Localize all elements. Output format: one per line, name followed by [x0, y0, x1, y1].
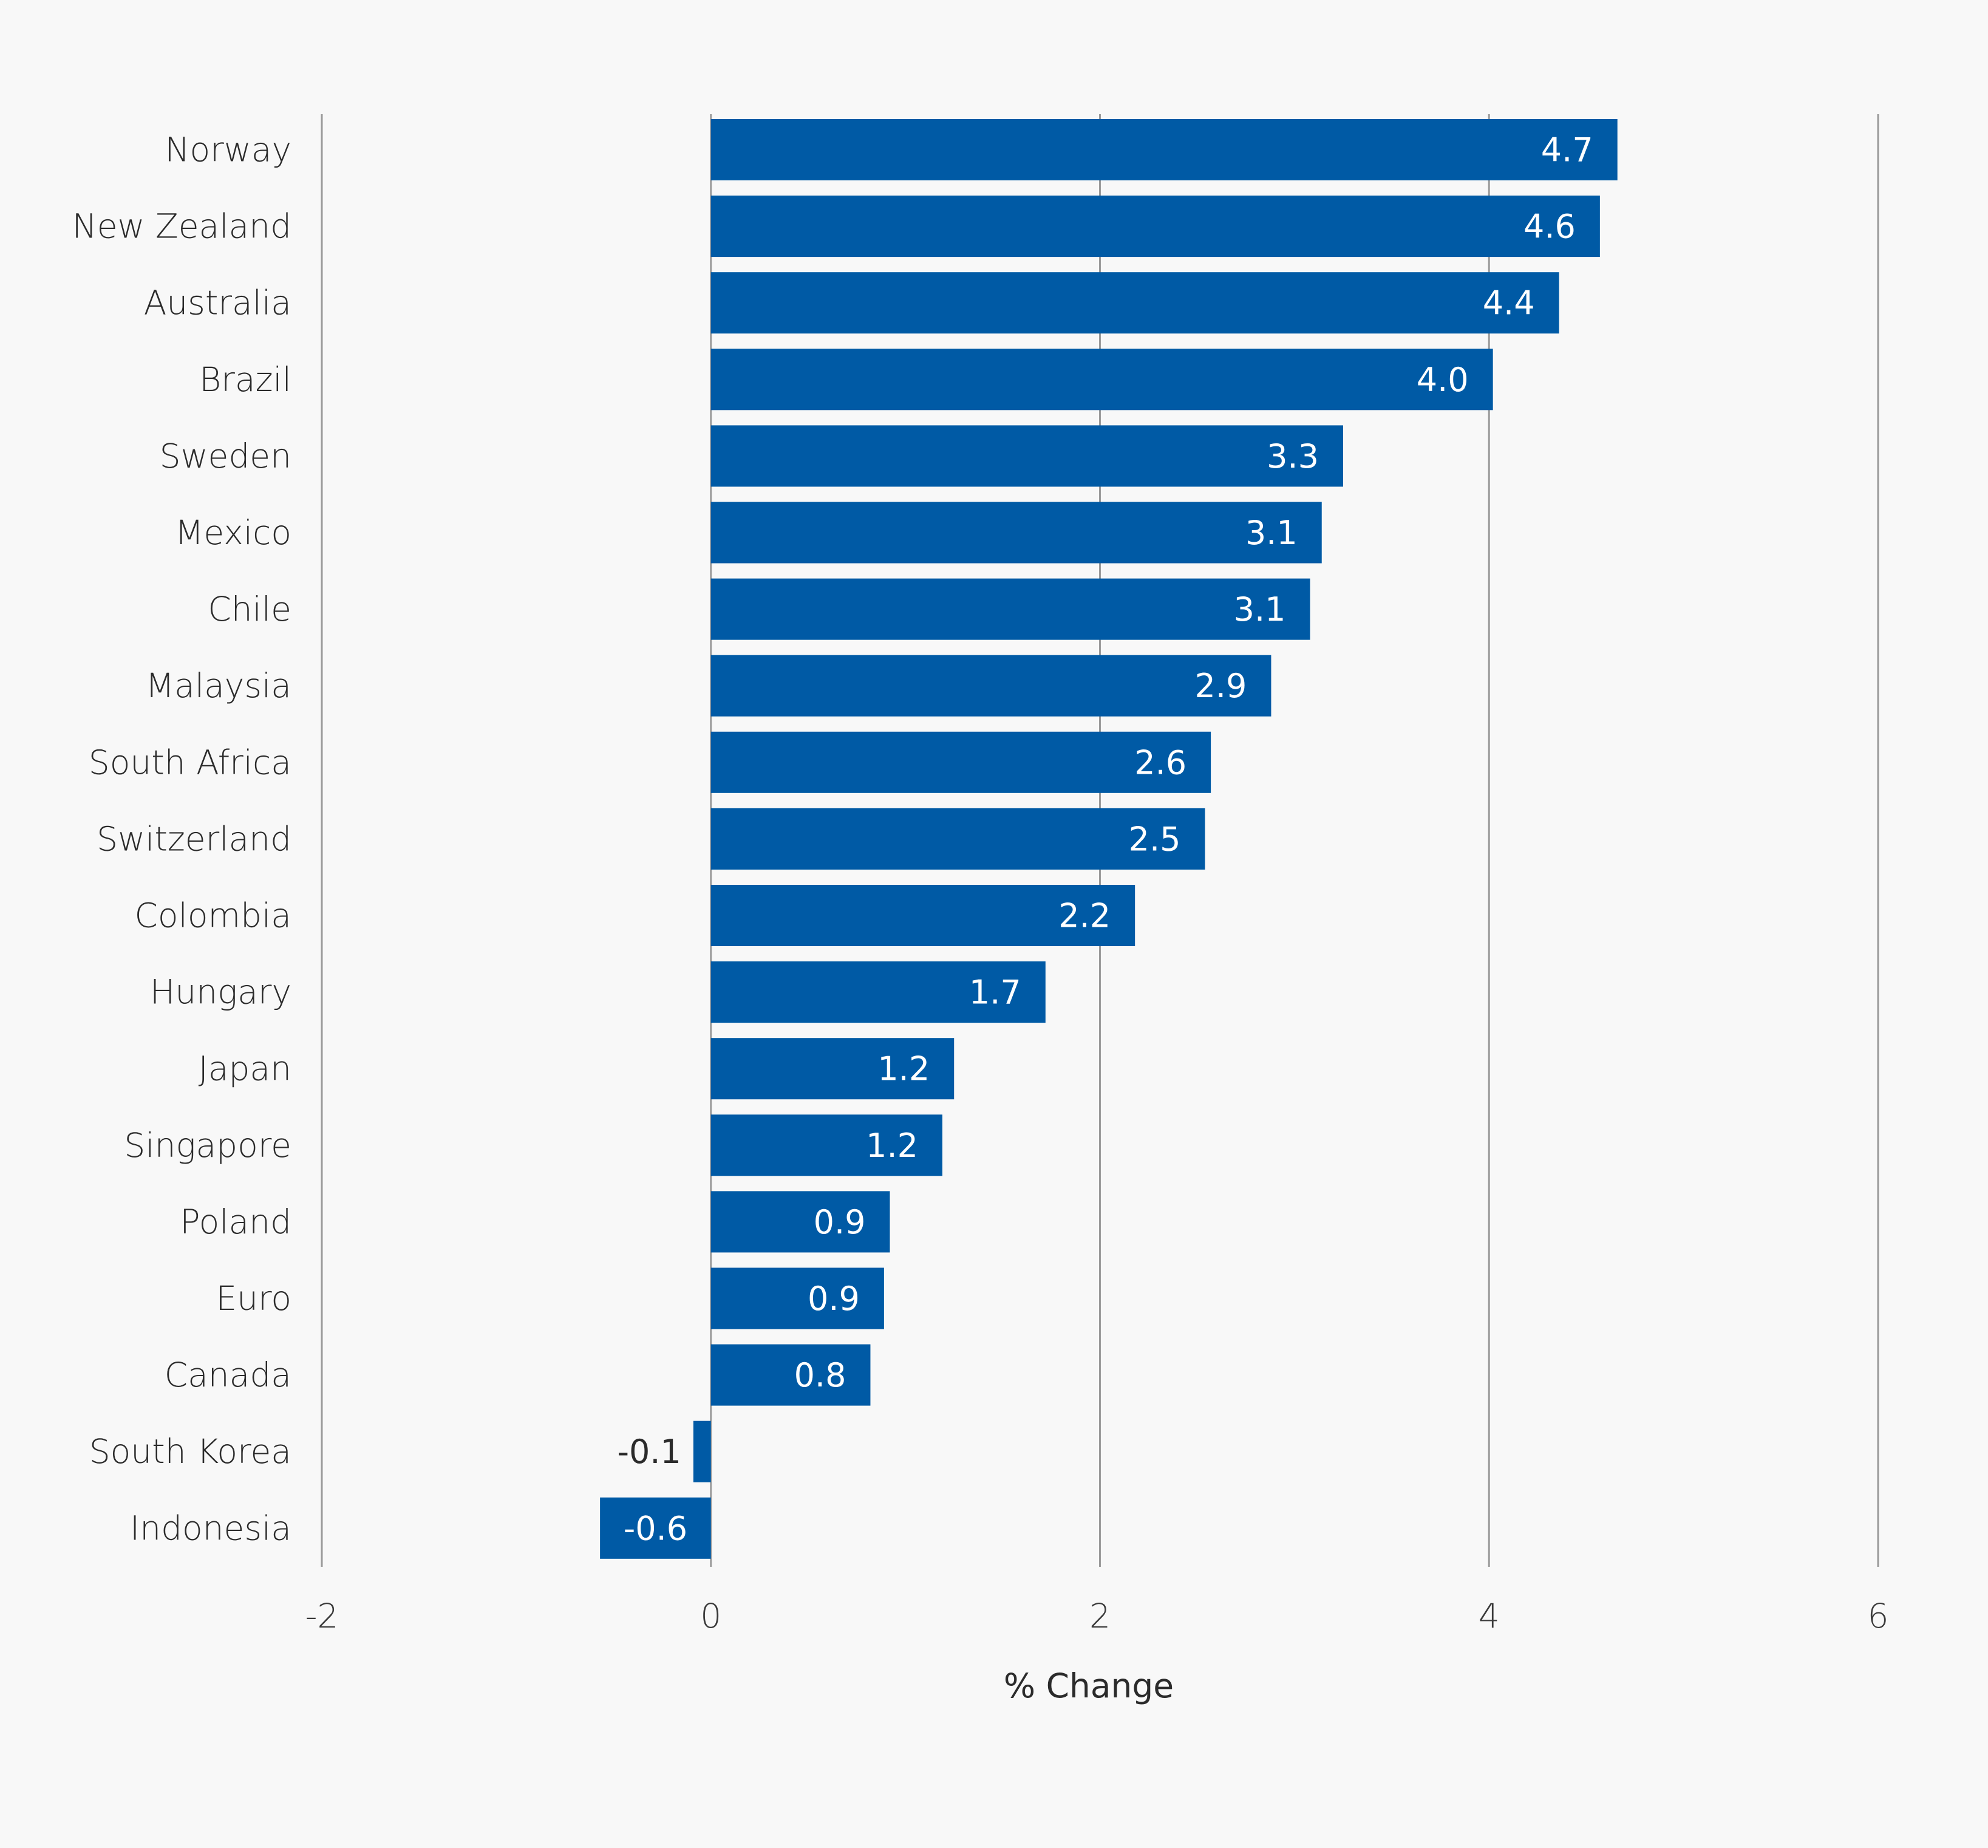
category-label: New Zealand [72, 207, 291, 246]
category-label: Japan [199, 1049, 291, 1088]
value-label: 4.7 [1541, 131, 1593, 169]
value-label: 3.1 [1234, 590, 1286, 629]
value-label: 3.1 [1245, 514, 1298, 552]
bar [710, 578, 1310, 640]
category-label: Indonesia [130, 1509, 291, 1547]
value-label: 0.9 [814, 1203, 866, 1241]
bar [710, 655, 1271, 717]
value-label: 0.8 [794, 1356, 846, 1394]
bar [710, 196, 1600, 257]
bar [710, 425, 1343, 487]
category-label: Colombia [135, 896, 291, 935]
category-label: Sweden [160, 437, 291, 476]
value-label: 4.4 [1483, 284, 1535, 322]
category-label: Chile [208, 590, 291, 629]
value-label: 0.9 [808, 1280, 860, 1318]
bar [600, 1497, 711, 1559]
value-label: 1.7 [969, 973, 1021, 1012]
bar [710, 349, 1493, 411]
category-label: South Korea [89, 1432, 291, 1471]
x-tick-label: 6 [1868, 1597, 1889, 1635]
category-label: Australia [144, 284, 291, 322]
bar [693, 1420, 711, 1482]
x-tick-label: 2 [1089, 1597, 1111, 1635]
value-label: 1.2 [877, 1050, 930, 1088]
bar [710, 808, 1205, 870]
bar [710, 1344, 871, 1406]
category-label: Norway [165, 131, 291, 169]
category-label: Malaysia [146, 666, 291, 705]
category-label: Hungary [150, 973, 291, 1012]
bar [710, 502, 1322, 564]
bar [710, 1114, 942, 1176]
bars [600, 119, 1618, 1559]
value-labels: 4.7 4.6 4.4 4.0 3.3 3.1 3.1 2.92.6 2.5 2.2 1.7 1.2 1… [618, 131, 1593, 1548]
x-tick-label: 4 [1479, 1597, 1500, 1635]
bar [710, 1267, 884, 1329]
value-label: -0.1 [618, 1433, 681, 1471]
bar [710, 1038, 955, 1100]
value-label: -0.6 [624, 1509, 687, 1547]
category-label: Mexico [175, 513, 291, 552]
x-axis-title: % Change [1004, 1666, 1174, 1705]
value-label: 3.3 [1267, 437, 1319, 476]
value-label: 4.6 [1523, 208, 1576, 246]
category-label: Canada [165, 1355, 291, 1394]
value-label: 4.0 [1417, 361, 1469, 399]
x-axis-ticks: -2 0 2 4 6 [305, 1597, 1889, 1635]
value-label: 1.2 [866, 1127, 918, 1165]
category-label: Poland [180, 1202, 291, 1241]
value-label: 2.5 [1129, 820, 1181, 858]
bar [710, 885, 1135, 946]
bar [710, 961, 1046, 1023]
bar [710, 731, 1211, 793]
value-label: 2.2 [1058, 897, 1111, 935]
bar [710, 1191, 890, 1253]
category-label: Switzerland [97, 819, 291, 858]
bar [710, 119, 1618, 180]
category-label: South Africa [89, 743, 291, 782]
x-tick-label: -2 [305, 1597, 339, 1635]
bar [710, 272, 1559, 334]
x-tick-label: 0 [700, 1597, 721, 1635]
category-labels: Norway New Zealand Australia Brazil Sweden Me… [72, 131, 291, 1548]
value-label: 2.9 [1195, 667, 1247, 705]
category-label: Euro [216, 1279, 291, 1318]
category-label: Singapore [124, 1126, 291, 1165]
category-label: Brazil [199, 360, 291, 399]
value-label: 2.6 [1134, 743, 1186, 782]
